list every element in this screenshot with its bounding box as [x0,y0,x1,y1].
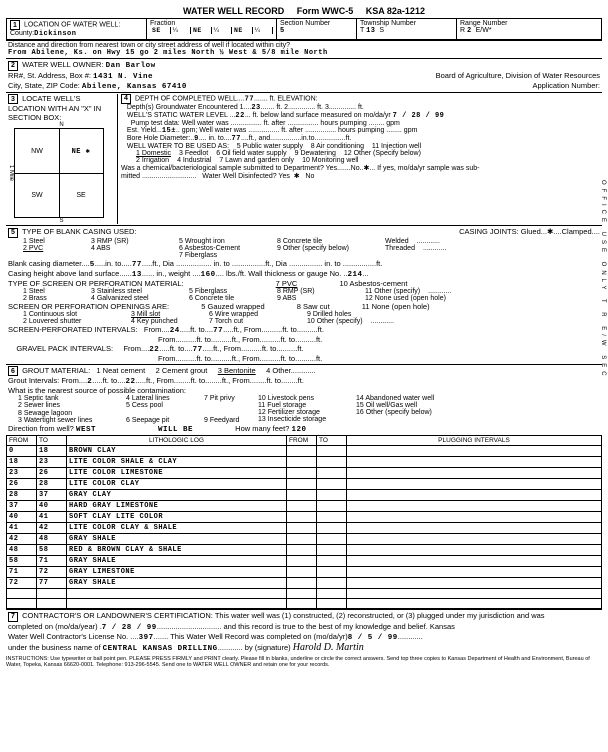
signature: Harold D. Martin [293,642,364,653]
section-5-num: 5 [8,228,18,238]
county: Dickinson [34,30,76,38]
range: 2 [467,27,472,35]
frac-2: NE [191,27,212,34]
table-row: 4041SOFT CLAY LITE COLOR [7,512,602,523]
table-row: 4248GRAY SHALE [7,534,602,545]
township: 13 [366,27,375,35]
table-row: 1823LITE COLOR SHALE & CLAY [7,457,602,468]
section-7-num: 7 [8,612,18,622]
section-4-num: 4 [121,94,131,104]
section-2-num: 2 [8,61,18,71]
table-row: 7277GRAY SHALE [7,578,602,589]
side-labels: OFFICE USE ONLY T R E/W SEC [600,180,606,380]
frac-1: SE [150,27,171,34]
table-row: 4858RED & BROWN CLAY & SHALE [7,545,602,556]
frac-3: NE [232,27,253,34]
section-num: 5 [280,27,285,35]
form-ksa: KSA 82a-1212 [366,6,425,16]
table-row: 2628LITE COLOR CLAY [7,479,602,490]
table-row: 2837GRAY CLAY [7,490,602,501]
table-row: 3740HARD GRAY LIMESTONE [7,501,602,512]
table-row: 4142LITE COLOR CLAY & SHALE [7,523,602,534]
cert-date: 7 / 28 / 99 [102,624,157,632]
board-label: Board of Agriculture, Division of Water … [436,71,600,80]
form-title: WATER WELL RECORD [183,6,284,16]
section-6-num: 6 [8,366,18,376]
table-row: 5871GRAY SHALE [7,556,602,567]
static-level: 22 [235,112,244,120]
depth-completed: 77 [245,95,254,103]
table-row: 018BROWN CLAY [7,446,602,457]
section-1-num: 1 [10,20,20,30]
table-row: 2326LITE COLOR LIMESTONE [7,468,602,479]
distance-desc: From Abilene, Ks. on Hwy 15 go 2 miles N… [8,49,328,57]
owner-addr: 1431 N. Vine [93,73,153,81]
instructions: INSTRUCTIONS: Use typewriter or ball poi… [6,656,602,668]
section-3-num: 3 [8,94,18,104]
owner-city: Abilene, Kansas 67410 [82,83,187,91]
business-name: CENTRAL KANSAS DRILLING [103,645,218,653]
form-no: Form WWC-5 [297,6,354,16]
table-row: 7172GRAY LIMESTONE [7,567,602,578]
lithologic-log-table: FROMTO LITHOLOGIC LOG FROMTO PLUGGING IN… [6,435,602,609]
section-box-diagram: NWNE ✱ SWSE [14,128,104,218]
owner-name: Dan Barlow [106,62,156,70]
